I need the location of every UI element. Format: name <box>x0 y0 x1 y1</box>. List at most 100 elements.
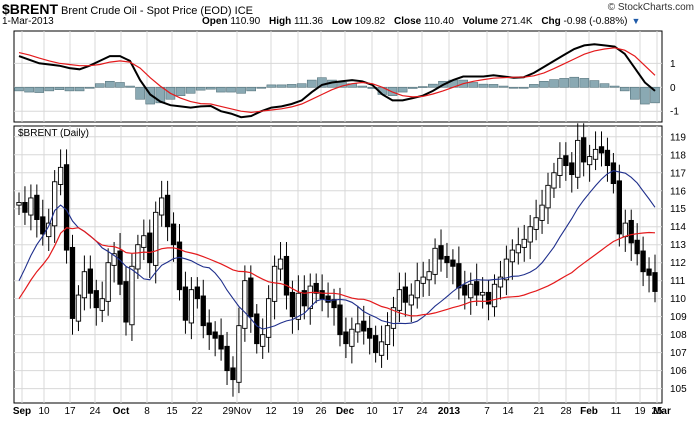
candle-body <box>153 211 159 266</box>
price-panel <box>13 125 663 404</box>
candle-body <box>34 194 40 220</box>
price-ytick-label: 115 <box>670 204 686 215</box>
price-ytick-label: 116 <box>670 186 686 197</box>
histogram-bar <box>539 80 549 88</box>
candle-body <box>563 155 569 167</box>
histogram-bar <box>630 86 640 100</box>
histogram-bar <box>226 86 236 93</box>
xtick-label: 29Nov <box>223 406 252 417</box>
candle-body <box>325 295 331 303</box>
indicator-series-line-1 <box>18 43 656 119</box>
candle-body <box>87 268 93 294</box>
histogram-bar <box>478 83 489 88</box>
candle-body <box>533 217 539 230</box>
xtick-label: Mar <box>653 406 671 417</box>
price-ytick-label: 107 <box>670 348 687 359</box>
candle-body <box>93 290 99 309</box>
histogram-bar <box>185 86 196 94</box>
candle-body <box>367 327 373 339</box>
histogram-bar <box>407 86 418 89</box>
candle-body <box>491 283 498 308</box>
candle-body <box>129 265 135 326</box>
ohlc-readout: Open 110.90 High 111.36 Low 109.82 Close… <box>202 16 641 27</box>
price-ytick-label: 118 <box>670 150 686 161</box>
xtick-label: 21 <box>533 406 545 417</box>
candle-body <box>289 291 296 318</box>
candle-body <box>628 219 634 244</box>
candle-body <box>527 226 533 243</box>
price-panel-title: $BRENT (Daily) <box>18 128 89 139</box>
candle-body <box>28 197 34 216</box>
histogram-bar <box>216 86 226 93</box>
xtick-label: 11 <box>611 406 622 417</box>
xtick-label: 14 <box>502 406 514 417</box>
price-ytick-label: 112 <box>670 258 686 269</box>
histogram-bar <box>579 78 590 88</box>
candle-body <box>474 281 480 296</box>
candle-body <box>462 284 468 296</box>
indicator-series-line-2 <box>18 47 656 114</box>
xtick-label: 10 <box>38 406 50 417</box>
histogram-bar <box>498 85 509 88</box>
histogram-bar <box>125 85 135 88</box>
candle-body <box>117 250 123 285</box>
candle-body <box>349 328 355 347</box>
histogram-bar <box>34 86 44 93</box>
price-ytick-label: 114 <box>670 222 686 233</box>
moving-average-red <box>18 227 656 317</box>
xtick-label: 19 <box>634 406 646 417</box>
xtick-label: 15 <box>166 406 178 417</box>
candle-body <box>479 291 486 296</box>
candle-body <box>301 290 307 307</box>
candle-body <box>456 263 462 289</box>
chart-header: $BRENT Brent Crude Oil - Spot Price (EOD)… <box>0 0 700 30</box>
histogram-bar <box>468 82 479 88</box>
candle-body <box>468 283 474 299</box>
histogram-bar <box>599 83 610 88</box>
histogram-bar <box>397 86 408 93</box>
dropdown-triangle-icon[interactable]: ▼ <box>631 16 641 26</box>
candle-body <box>159 197 165 216</box>
instrument-name: Brent Crude Oil - Spot Price (EOD) ICE <box>61 5 253 17</box>
candle-body <box>271 265 278 302</box>
candle-body <box>634 239 640 255</box>
histogram-bar <box>518 86 529 89</box>
candle-body <box>319 290 325 300</box>
candle-body <box>361 320 367 332</box>
candle-body <box>200 295 206 327</box>
candle-body <box>313 282 319 294</box>
candle-body <box>224 345 230 372</box>
candle-body <box>557 157 563 176</box>
histogram-bar <box>609 85 620 88</box>
candle-body <box>69 246 76 319</box>
histogram-bar <box>529 84 539 88</box>
indicator-ytick-label: 1 <box>670 59 676 70</box>
candle-body <box>575 139 581 178</box>
candle-body <box>521 238 527 248</box>
candle-body <box>248 277 254 318</box>
histogram-bar <box>195 86 206 91</box>
candle-body <box>230 367 236 381</box>
histogram-bar <box>508 86 519 89</box>
candle-body <box>307 285 313 310</box>
candle-body <box>81 271 88 299</box>
candle-body <box>426 271 432 281</box>
histogram-bar <box>488 84 499 88</box>
indicator-panel <box>13 30 663 123</box>
xtick-label: 26 <box>315 406 327 417</box>
candle-body <box>212 331 218 339</box>
date-label: 1-Mar-2013 <box>2 16 54 27</box>
candle-body <box>260 334 266 347</box>
candle-body <box>378 341 385 356</box>
histogram-bar <box>296 83 307 88</box>
price-ytick-label: 119 <box>670 132 686 143</box>
xtick-label: 2013 <box>438 406 461 417</box>
histogram-bar <box>549 79 559 88</box>
histogram-bar <box>155 86 166 104</box>
candle-body <box>652 272 658 292</box>
candle-body <box>432 247 438 275</box>
moving-average-blue <box>18 170 656 330</box>
candle-body <box>402 286 409 303</box>
histogram-bar <box>24 86 34 93</box>
candle-body <box>63 164 70 251</box>
